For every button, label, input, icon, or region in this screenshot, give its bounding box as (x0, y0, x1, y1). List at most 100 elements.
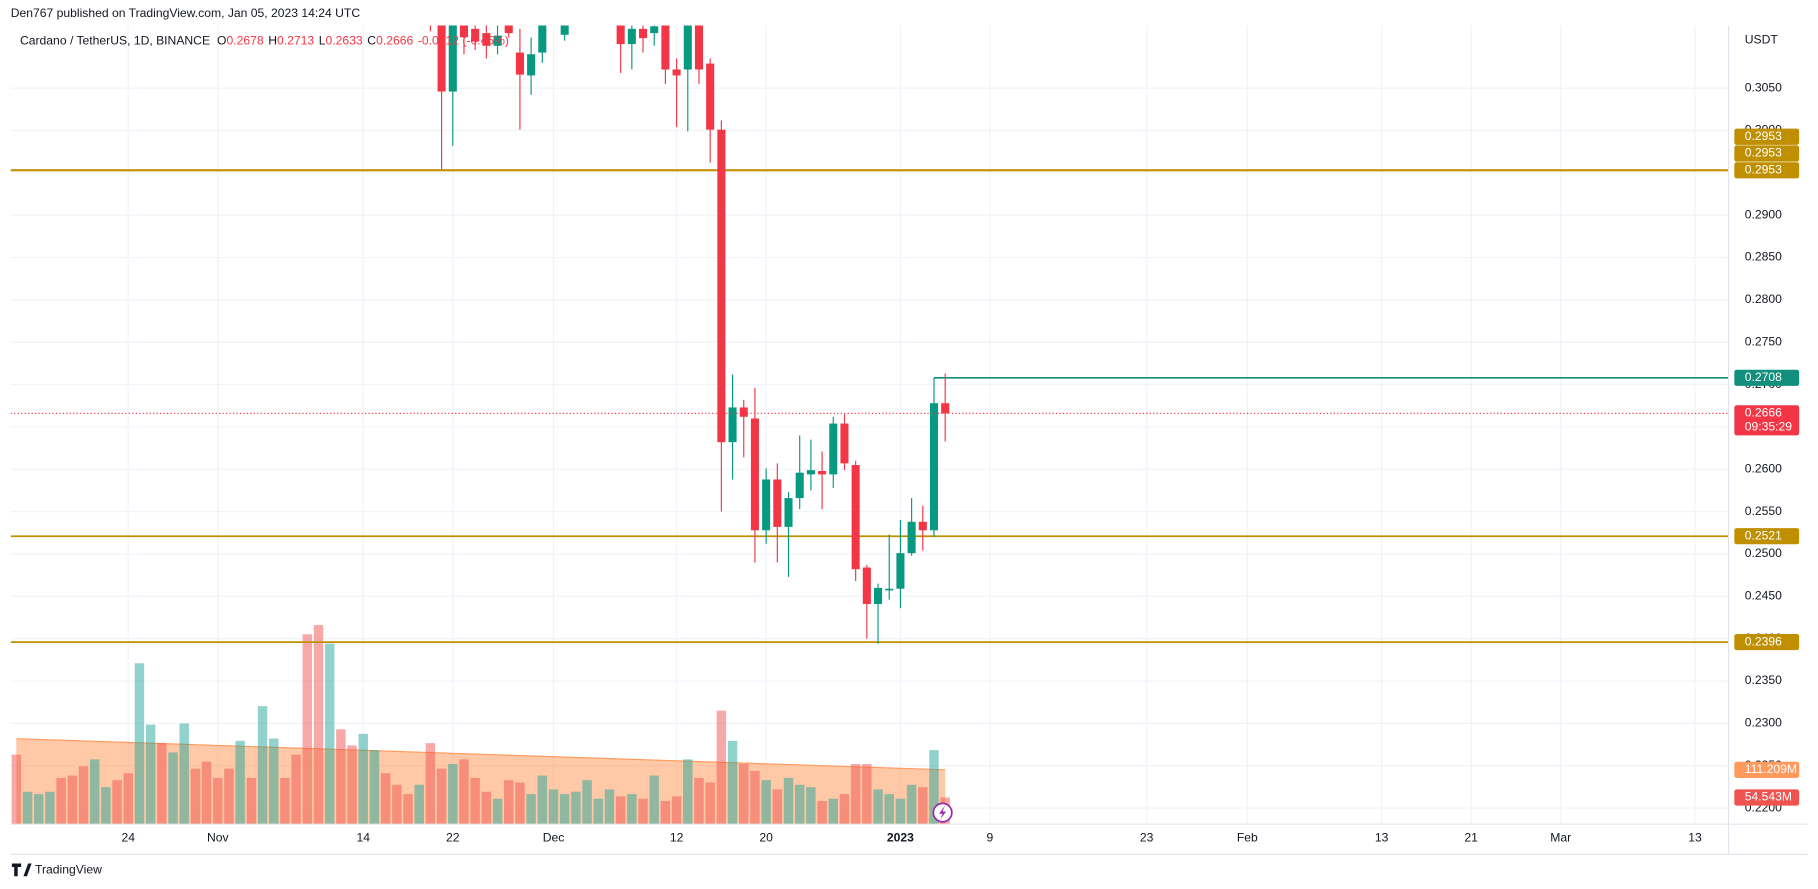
volume-bar (582, 780, 592, 825)
x-tick-label: 22 (446, 830, 460, 844)
y-tick-label: 0.2900 (1745, 207, 1782, 221)
volume-bar (324, 643, 335, 825)
volume-bar (269, 738, 279, 825)
volume-bar (783, 777, 794, 825)
candle-body (459, 25, 469, 38)
axes: 0.22000.22500.23000.23500.24000.24500.25… (121, 80, 1800, 844)
volume-bar (559, 794, 570, 825)
legend-key: C (367, 34, 376, 48)
level-label: 0.2521 (1745, 528, 1782, 542)
volume-bar (772, 789, 783, 825)
x-tick-label: 14 (356, 830, 370, 844)
candle-body (739, 407, 748, 417)
candle-body (627, 28, 636, 45)
candle-body (493, 35, 502, 46)
candle-body (885, 588, 894, 591)
volume-bar (336, 729, 346, 825)
candle-body (851, 465, 860, 570)
volume-bar (145, 724, 156, 825)
volume-bar (459, 759, 469, 825)
volume-bar (313, 625, 324, 825)
legend-change: -0.0012 (-0.45%) (418, 34, 509, 48)
volume-bar (929, 750, 939, 825)
volume-bar (828, 798, 838, 825)
x-tick-label: 9 (987, 830, 994, 844)
volume-bar (593, 798, 603, 825)
candle-body (896, 553, 905, 589)
y-tick-label: 0.2550 (1745, 504, 1782, 518)
x-tick-label: 23 (1140, 830, 1154, 844)
candle-body (874, 587, 883, 604)
candle-body (638, 28, 648, 39)
volume-bar (33, 794, 44, 825)
x-tick-label: 13 (1688, 830, 1702, 844)
volume-bar (615, 796, 626, 825)
candle-body (683, 25, 692, 70)
volume-bar (638, 798, 648, 825)
volume-bar (705, 782, 715, 825)
candle-body (818, 470, 827, 475)
level-box (1734, 145, 1800, 162)
volume-bar (884, 794, 894, 825)
volume-bar (89, 759, 100, 825)
x-tick-label: 2023 (887, 830, 914, 844)
level-label: 0.2953 (1745, 146, 1782, 160)
volume-bar (794, 784, 805, 825)
legend-value: 0.2633 (326, 34, 363, 48)
x-tick-label: 24 (121, 830, 135, 844)
volume-bar (22, 791, 33, 825)
level-label: 0.2953 (1745, 129, 1782, 143)
last-price-countdown: 09:35:29 (1745, 419, 1793, 433)
last-price-label: 0.2666 (1745, 406, 1782, 420)
level-box (1734, 369, 1800, 386)
candle-body (773, 479, 782, 527)
legend-value: 0.2713 (277, 34, 314, 48)
volume-bar (873, 789, 883, 825)
level-label: 0.2396 (1745, 634, 1782, 648)
volume-bar (604, 789, 615, 825)
y-tick-label: 0.2750 (1745, 334, 1782, 348)
volume-box (1734, 789, 1800, 806)
volume-bar (750, 770, 760, 825)
volume-bar (380, 773, 391, 825)
x-tick-label: 13 (1375, 830, 1389, 844)
volume-bar (123, 773, 133, 825)
volume-bar (302, 634, 313, 825)
brand-logo (11, 863, 32, 877)
volume-bar (67, 775, 78, 825)
candle-body (515, 52, 524, 75)
y-tick-label: 0.2350 (1745, 673, 1782, 687)
candle-body (728, 407, 737, 443)
candle-body (829, 423, 838, 475)
volume-pane (11, 625, 950, 825)
y-tick-label: 0.2450 (1745, 589, 1782, 603)
volume-bar (168, 752, 178, 825)
candle-body (504, 25, 513, 34)
candle-body (448, 25, 457, 92)
candle-body (795, 472, 804, 499)
volume-bar (201, 761, 212, 825)
volume-ma-label: 111.209M (1745, 762, 1797, 776)
candle-body (907, 521, 916, 554)
candle-body (750, 418, 759, 531)
replay-icon[interactable] (932, 802, 953, 823)
x-tick-label: Mar (1550, 830, 1571, 844)
volume-bar (671, 796, 682, 825)
y-tick-label: 0.2600 (1745, 461, 1782, 475)
volume-bar (224, 768, 234, 825)
candle-body (672, 69, 681, 76)
candle-body (941, 403, 950, 414)
volume-bar (739, 763, 749, 825)
legend: Cardano / TetherUS, 1D, BINANCE O0.2678 H0… (20, 34, 509, 48)
volume-ma-line (16, 738, 946, 771)
candle-body (717, 129, 726, 443)
volume-bar (839, 794, 850, 825)
legend-key: H (268, 34, 277, 48)
y-tick-label: 0.2300 (1745, 716, 1782, 730)
x-tick-label: 21 (1464, 830, 1478, 844)
grid (10, 25, 1729, 825)
volume-bar (537, 775, 548, 825)
candle-body (706, 63, 715, 130)
